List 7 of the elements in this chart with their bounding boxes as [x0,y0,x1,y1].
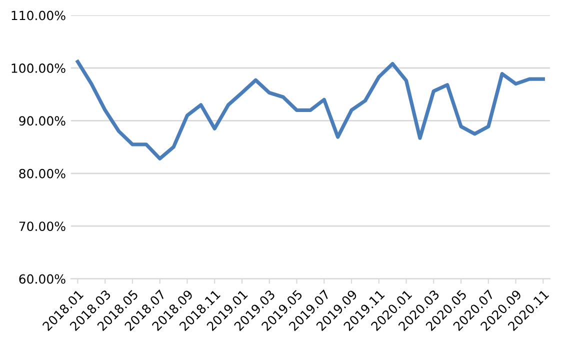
y-tick-label: 100.00% [12,63,66,73]
y-tick-label: 80.00% [19,168,66,178]
y-tick-label: 70.00% [19,222,66,232]
y-tick-label: 60.00% [19,274,66,284]
y-tick-label: 110.00% [12,10,66,20]
line-series [76,60,545,160]
y-tick-label: 90.00% [19,116,66,126]
